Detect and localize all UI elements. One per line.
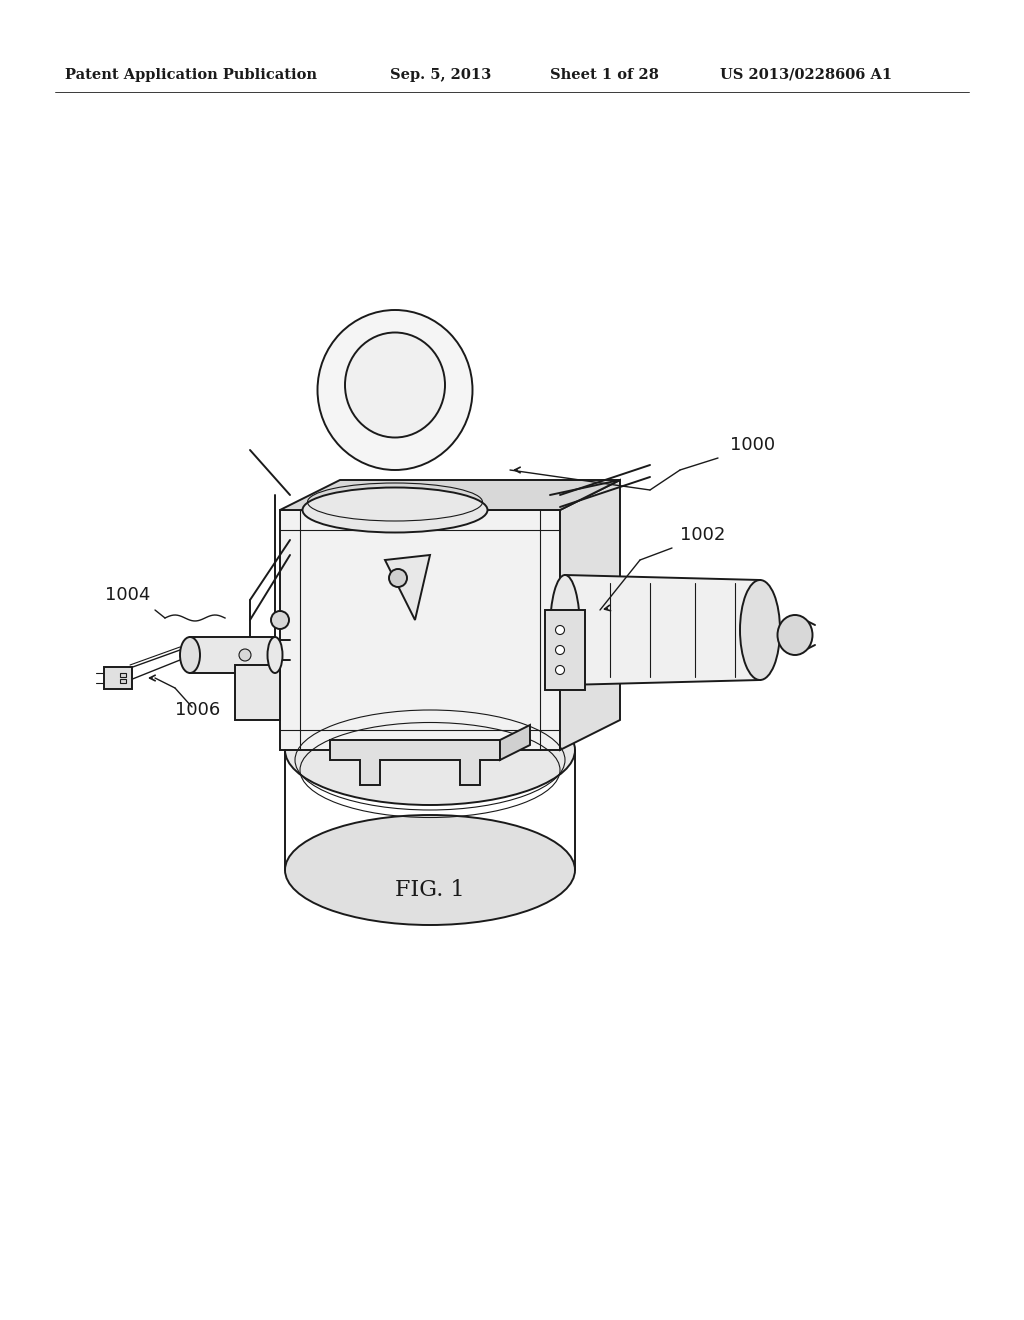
- Ellipse shape: [555, 665, 564, 675]
- Polygon shape: [104, 667, 132, 689]
- Ellipse shape: [285, 814, 575, 925]
- Ellipse shape: [740, 579, 780, 680]
- Text: 1006: 1006: [175, 701, 220, 719]
- Ellipse shape: [239, 649, 251, 661]
- Polygon shape: [190, 638, 275, 673]
- Polygon shape: [385, 554, 430, 620]
- Polygon shape: [234, 665, 280, 719]
- Ellipse shape: [555, 626, 564, 635]
- Polygon shape: [545, 610, 585, 690]
- Polygon shape: [120, 678, 126, 682]
- Text: 1002: 1002: [680, 525, 725, 544]
- Ellipse shape: [302, 487, 487, 532]
- Polygon shape: [280, 510, 560, 750]
- Ellipse shape: [389, 569, 407, 587]
- Text: 1004: 1004: [105, 586, 151, 605]
- Polygon shape: [120, 673, 126, 677]
- Ellipse shape: [267, 638, 283, 673]
- Polygon shape: [565, 576, 760, 685]
- Ellipse shape: [271, 611, 289, 630]
- Ellipse shape: [317, 310, 472, 470]
- Polygon shape: [500, 725, 530, 760]
- Ellipse shape: [180, 638, 200, 673]
- Polygon shape: [280, 480, 620, 510]
- Polygon shape: [560, 480, 620, 750]
- Text: Sheet 1 of 28: Sheet 1 of 28: [550, 69, 658, 82]
- Text: FIG. 1: FIG. 1: [395, 879, 465, 902]
- Text: 1000: 1000: [730, 436, 775, 454]
- Text: Patent Application Publication: Patent Application Publication: [65, 69, 317, 82]
- Ellipse shape: [550, 576, 580, 685]
- Text: Sep. 5, 2013: Sep. 5, 2013: [390, 69, 492, 82]
- Ellipse shape: [555, 645, 564, 655]
- Polygon shape: [330, 741, 500, 785]
- Ellipse shape: [345, 333, 445, 437]
- Ellipse shape: [285, 696, 575, 805]
- Ellipse shape: [777, 615, 812, 655]
- Text: US 2013/0228606 A1: US 2013/0228606 A1: [720, 69, 892, 82]
